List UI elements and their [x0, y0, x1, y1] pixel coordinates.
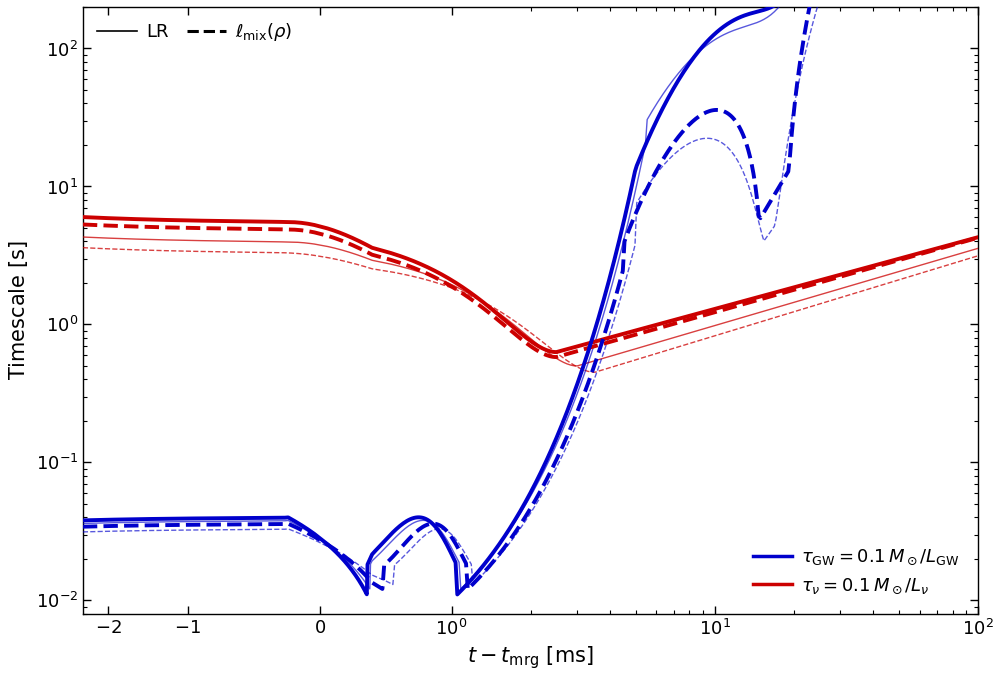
- Y-axis label: Timescale $[\mathrm{s}]$: Timescale $[\mathrm{s}]$: [7, 241, 30, 380]
- Legend: $\tau_{\mathrm{GW}} = 0.1\,M_\odot/L_{\mathrm{GW}}$, $\tau_{\nu} = 0.1\,M_\odot/: $\tau_{\mathrm{GW}} = 0.1\,M_\odot/L_{\m…: [746, 541, 967, 603]
- X-axis label: $t - t_{\mathrm{mrg}}\ [\mathrm{ms}]$: $t - t_{\mathrm{mrg}}\ [\mathrm{ms}]$: [467, 644, 594, 671]
